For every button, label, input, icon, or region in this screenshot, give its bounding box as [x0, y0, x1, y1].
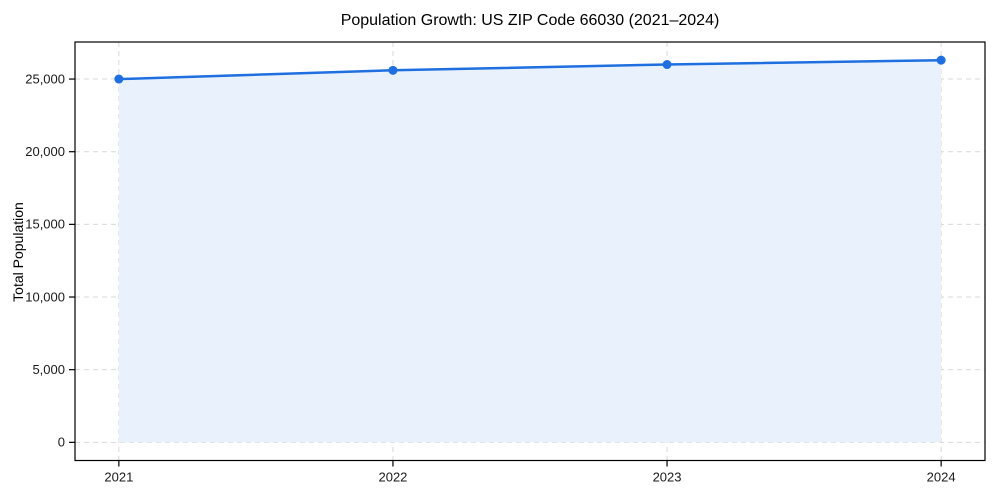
plot-border [74, 41, 986, 462]
chart-title: Population Growth: US ZIP Code 66030 (20… [340, 12, 720, 29]
y-tick-label: 10,000 [25, 289, 65, 304]
data-point-marker [388, 65, 398, 75]
y-tick-label: 20,000 [25, 144, 65, 159]
x-tick-label: 2022 [378, 470, 407, 485]
data-point-marker [936, 55, 946, 65]
y-tick-label: 25,000 [25, 71, 65, 86]
y-tick-label: 0 [58, 435, 65, 450]
y-tick-label: 15,000 [25, 217, 65, 232]
x-tick-label: 2024 [927, 470, 956, 485]
series-line [117, 58, 943, 81]
y-tick-label: 5,000 [32, 362, 65, 377]
x-tick-label: 2023 [653, 470, 682, 485]
data-point-marker [114, 74, 124, 84]
data-point-marker [662, 60, 672, 70]
x-tick-label: 2021 [104, 470, 133, 485]
area-fill [118, 60, 942, 443]
